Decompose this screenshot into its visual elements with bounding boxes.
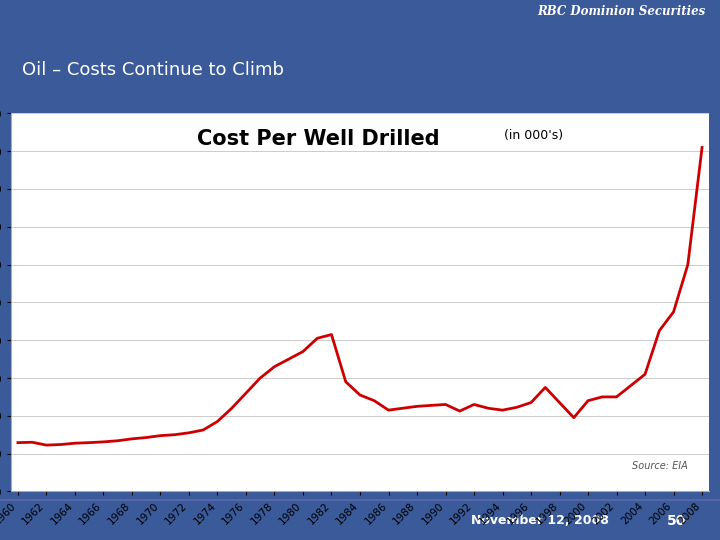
Text: (in 000's): (in 000's): [500, 129, 563, 141]
Text: Oil – Costs Continue to Climb: Oil – Costs Continue to Climb: [22, 61, 284, 79]
Text: Source: EIA: Source: EIA: [632, 461, 688, 470]
Text: RBC Dominion Securities: RBC Dominion Securities: [537, 5, 706, 18]
Text: November 12, 2008: November 12, 2008: [471, 514, 609, 527]
Text: Cost Per Well Drilled: Cost Per Well Drilled: [197, 129, 439, 148]
Text: 50: 50: [667, 514, 686, 528]
